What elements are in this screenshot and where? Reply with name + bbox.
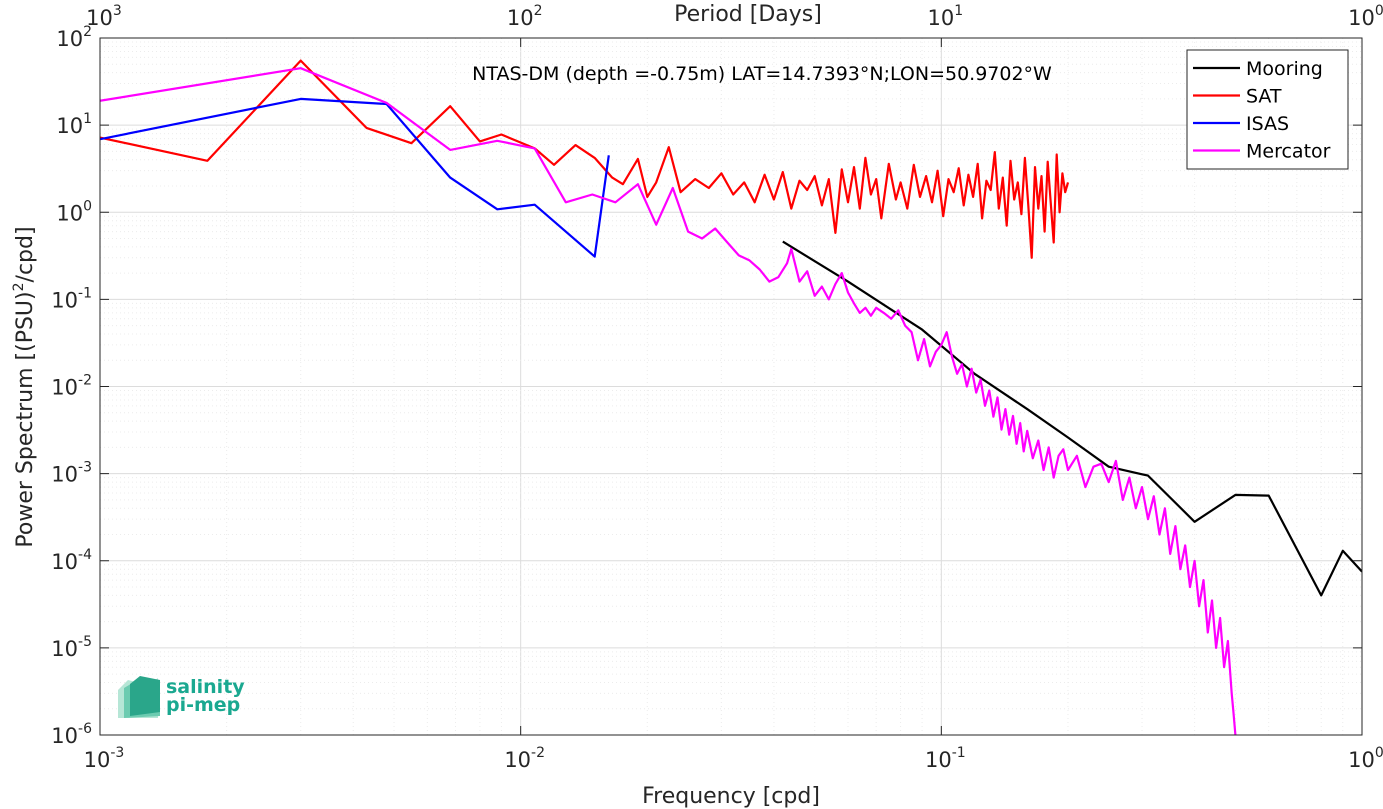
x-tick-label: 100	[1348, 745, 1383, 772]
legend-label-mooring: Mooring	[1246, 58, 1323, 80]
y-tick-label: 10-5	[51, 634, 92, 661]
x-tick-label: 10-3	[84, 745, 125, 772]
y-axis-label-main: Power Spectrum [(PSU)	[13, 291, 38, 547]
top-x-tick-label: 103	[86, 3, 122, 30]
y-tick-label: 10-2	[51, 373, 92, 400]
y-axis-label: Power Spectrum [(PSU)2/cpd]	[11, 226, 38, 547]
logo-text-line1: salinity	[166, 676, 245, 698]
series-line-mooring	[782, 240, 1362, 597]
chart-title: NTAS-DM (depth =-0.75m) LAT=14.7393°N;LO…	[472, 63, 1052, 85]
legend-label-isas: ISAS	[1246, 113, 1289, 135]
legend-box	[1186, 49, 1349, 170]
y-tick-label: 10-3	[51, 460, 92, 487]
y-tick-label: 10-4	[51, 547, 92, 574]
y-tick-label: 102	[56, 24, 92, 51]
series-line-isas	[100, 97, 610, 258]
series-layer	[100, 59, 1362, 735]
y-tick-label: 100	[56, 198, 92, 225]
top-x-axis-label: Period [Days]	[674, 2, 822, 27]
salinity-pimep-logo: salinity pi-mep	[118, 676, 245, 718]
legend-label-mercator: Mercator	[1246, 141, 1331, 163]
top-x-tick-label: 101	[928, 3, 964, 30]
y-tick-label: 10-1	[51, 285, 92, 312]
top-x-tick-label: 102	[507, 3, 543, 30]
tick-marks	[99, 37, 1363, 736]
y-tick-label: 101	[56, 111, 92, 138]
legend: Mooring SAT ISAS Mercator	[1186, 49, 1349, 170]
series-line-mercator	[100, 67, 1237, 735]
top-x-tick-label: 100	[1348, 3, 1383, 30]
y-axis-label-tail: /cpd]	[13, 226, 38, 282]
logo-mark-icon	[118, 676, 160, 718]
y-tick-label: 10-6	[51, 721, 92, 748]
x-tick-label: 10-2	[504, 745, 545, 772]
x-tick-label: 10-1	[925, 745, 966, 772]
x-axis-label: Frequency [cpd]	[642, 784, 820, 809]
logo-text-line2: pi-mep	[166, 694, 240, 716]
y-axis-label-sup: 2	[11, 282, 27, 291]
legend-label-sat: SAT	[1246, 86, 1282, 108]
grid	[100, 38, 1362, 735]
series-line-sat	[100, 59, 1070, 259]
